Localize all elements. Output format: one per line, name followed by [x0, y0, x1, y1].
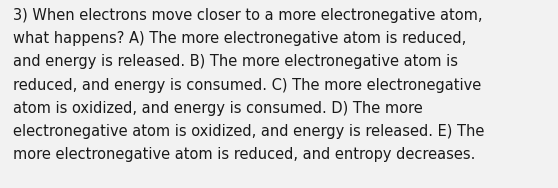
Text: 3) When electrons move closer to a more electronegative atom,: 3) When electrons move closer to a more …	[13, 8, 483, 23]
Text: electronegative atom is oxidized, and energy is released. E) The: electronegative atom is oxidized, and en…	[13, 124, 484, 139]
Text: atom is oxidized, and energy is consumed. D) The more: atom is oxidized, and energy is consumed…	[13, 101, 423, 116]
Text: more electronegative atom is reduced, and entropy decreases.: more electronegative atom is reduced, an…	[13, 147, 475, 162]
Text: what happens? A) The more electronegative atom is reduced,: what happens? A) The more electronegativ…	[13, 31, 466, 46]
Text: reduced, and energy is consumed. C) The more electronegative: reduced, and energy is consumed. C) The …	[13, 78, 481, 93]
Text: and energy is released. B) The more electronegative atom is: and energy is released. B) The more elec…	[13, 54, 458, 69]
